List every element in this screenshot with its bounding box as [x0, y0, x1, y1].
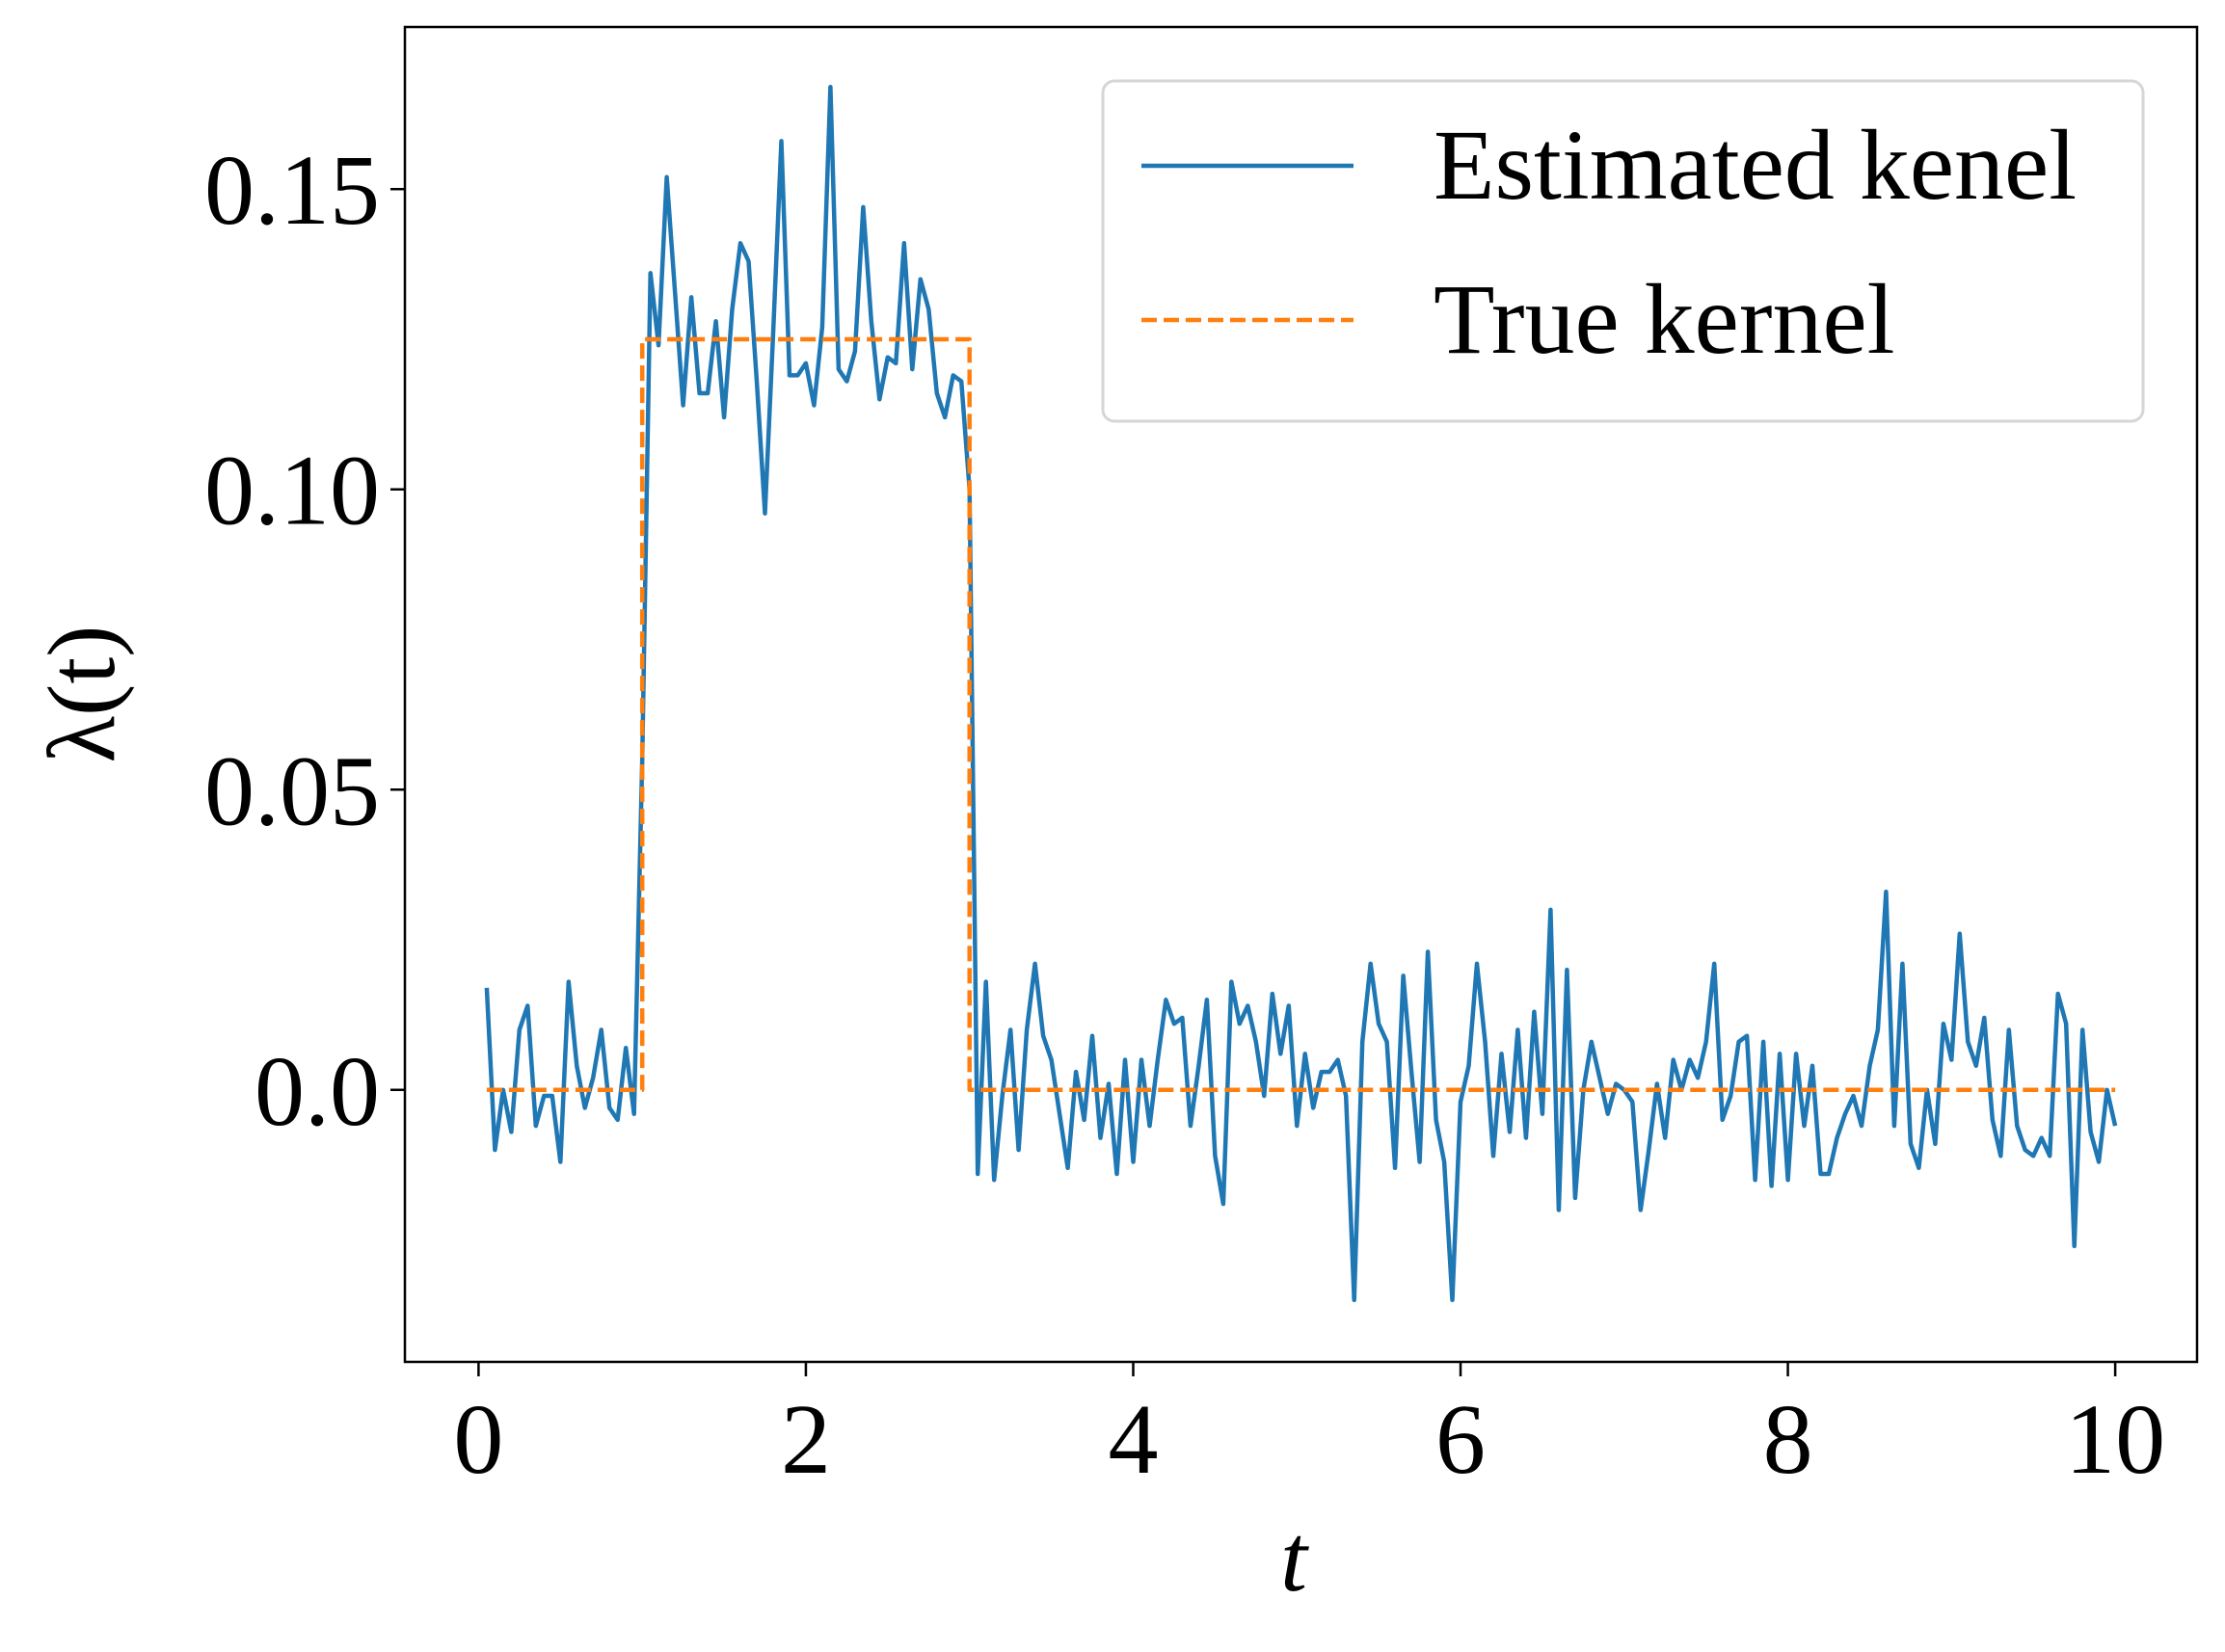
legend-label: Estimated kenel [1434, 110, 2077, 221]
y-tick-label: 0.0 [255, 1036, 380, 1147]
legend-label: True kernel [1434, 264, 1895, 375]
y-tick-label: 0.10 [204, 436, 380, 546]
legend-box [1101, 79, 2145, 423]
data-line [486, 336, 2116, 1093]
y-tick-label: 0.05 [204, 735, 380, 846]
x-tick-label: 0 [453, 1384, 503, 1495]
x-tick-label: 4 [1108, 1384, 1158, 1495]
x-tick-label: 10 [2065, 1384, 2165, 1495]
plot-frame [403, 25, 2199, 1364]
y-tick-label: 0.15 [204, 135, 380, 246]
y-axis-label: λ(t) [28, 626, 135, 763]
x-tick-label: 8 [1763, 1384, 1813, 1495]
x-tick-label: 6 [1435, 1384, 1486, 1495]
x-axis-label: t [1280, 1505, 1309, 1612]
x-tick-label: 2 [781, 1384, 831, 1495]
